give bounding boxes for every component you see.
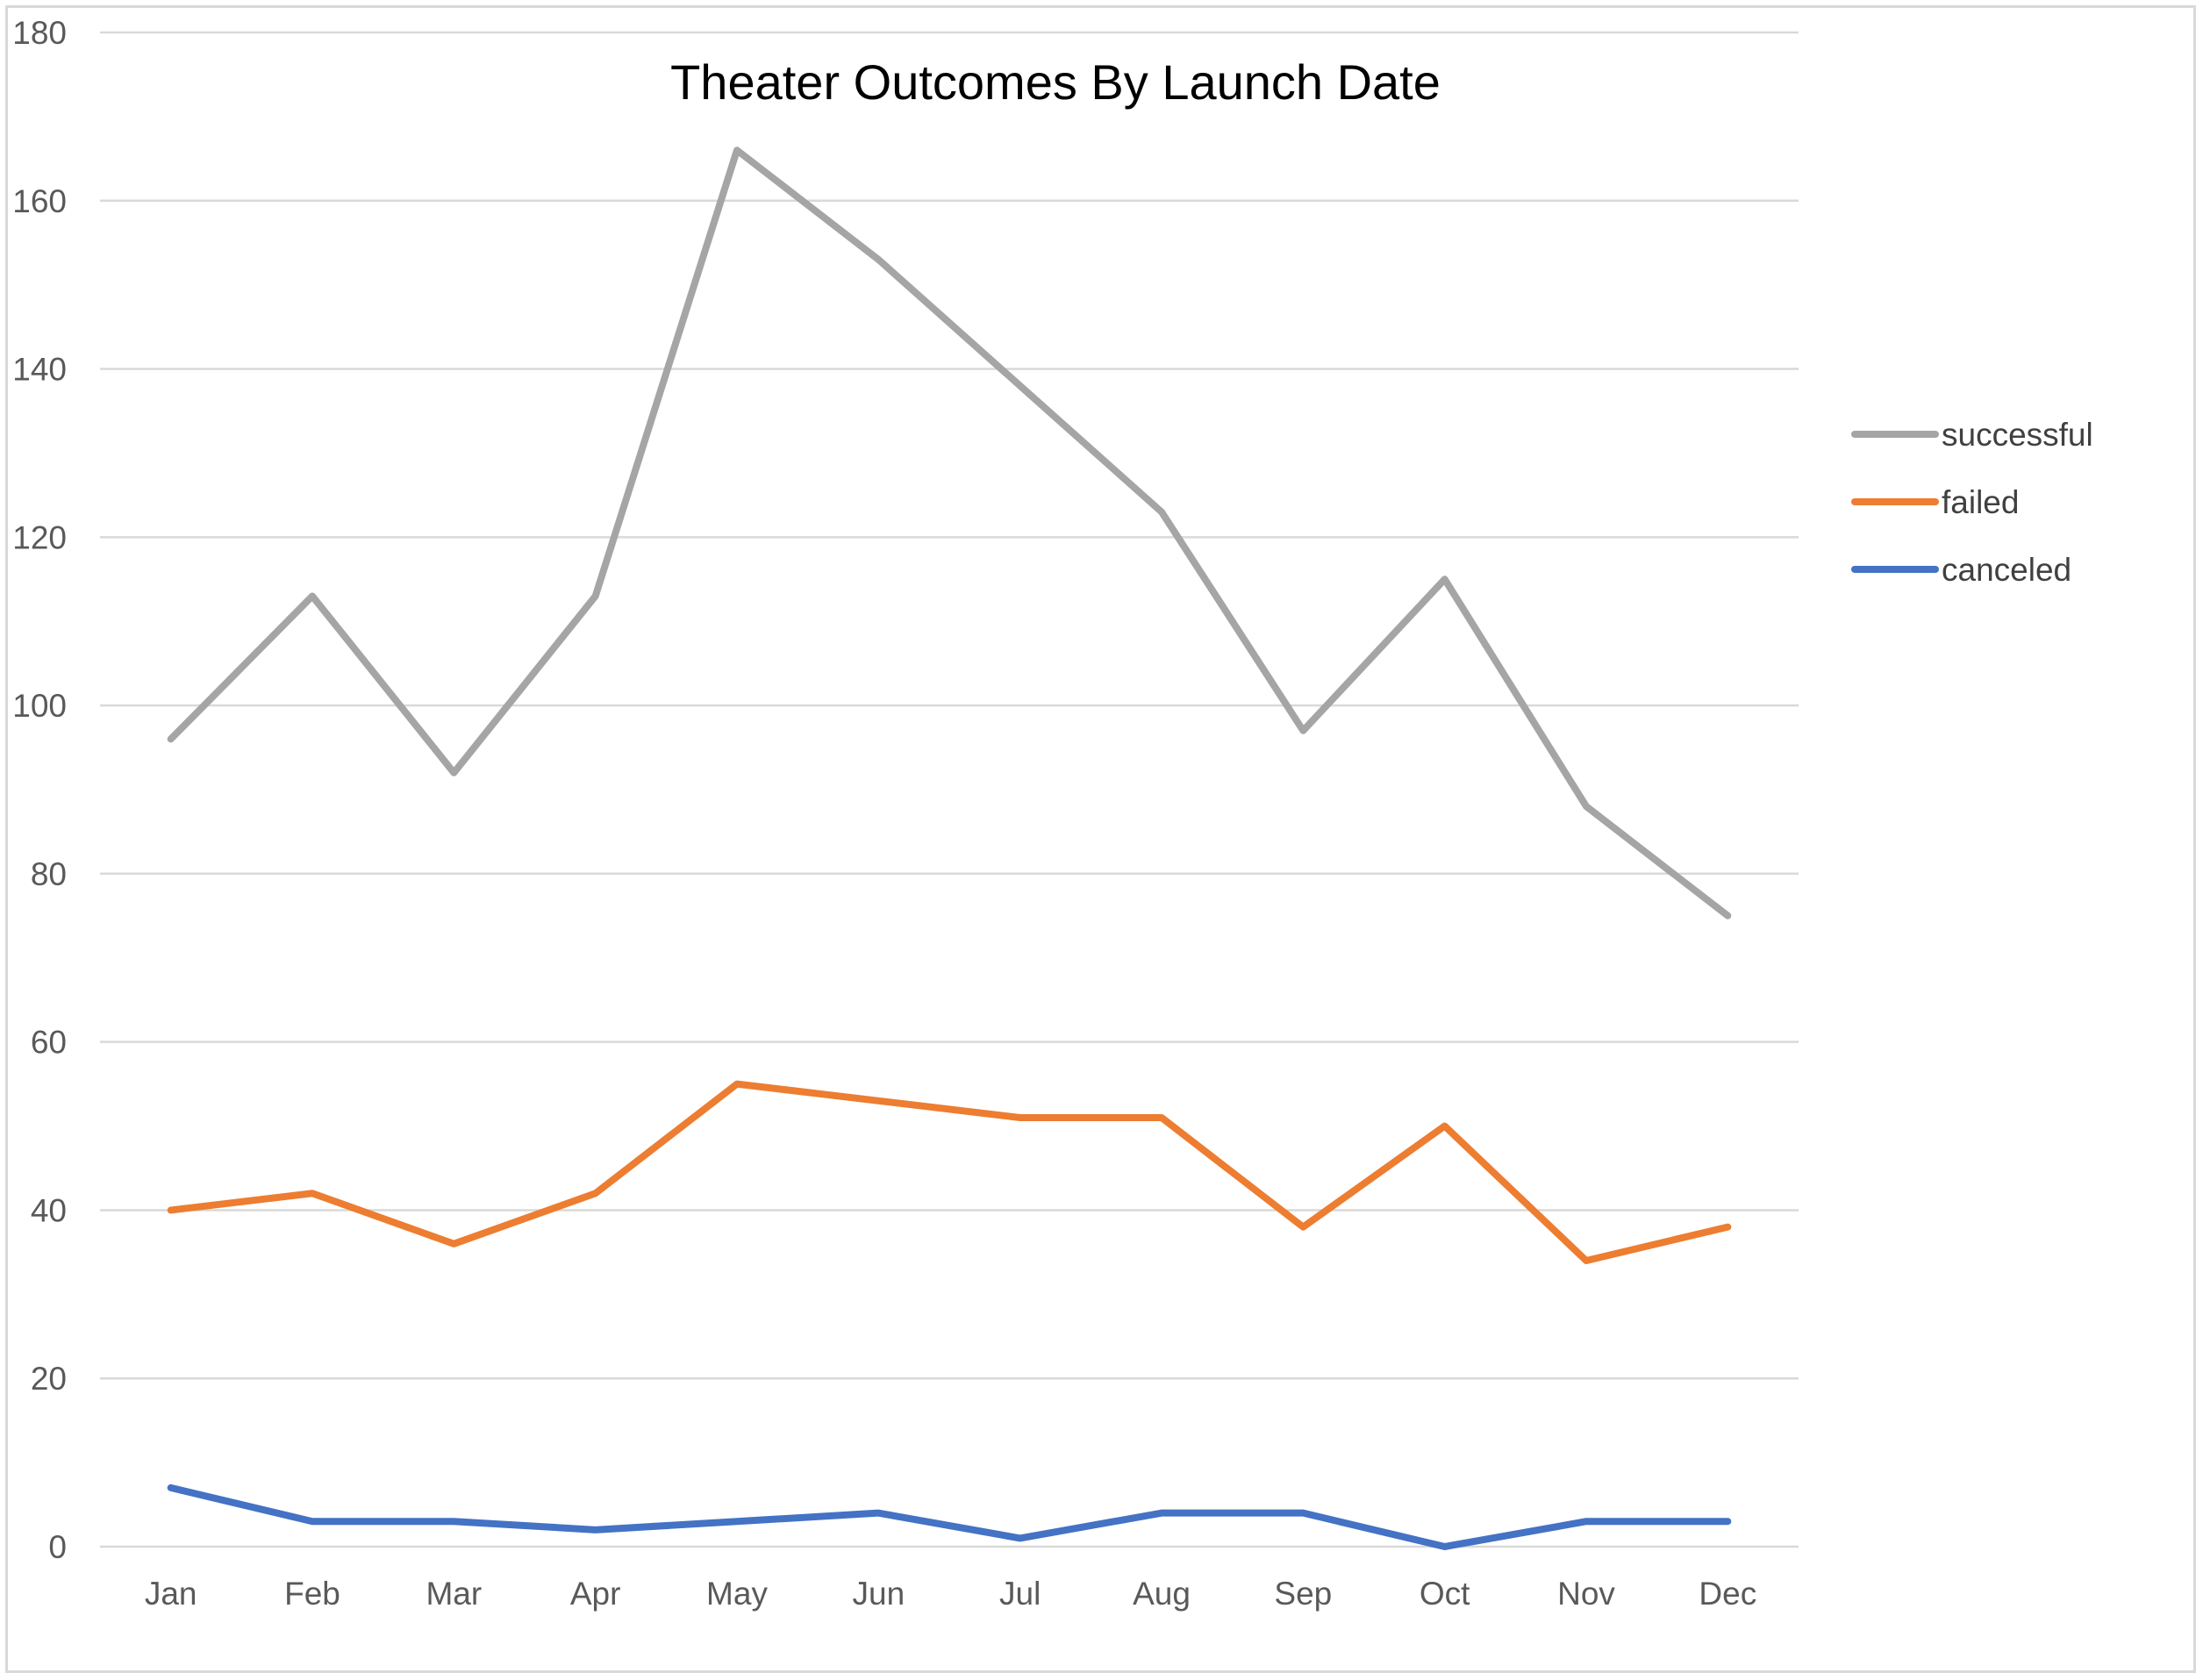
series-failed [167, 1080, 1732, 1264]
legend-label: failed [1942, 484, 2019, 520]
data-point-failed-Jan [170, 1209, 172, 1211]
chart-title: Theater Outcomes By Launch Date [670, 54, 1441, 110]
data-point-canceled-May [736, 1520, 738, 1522]
legend-label: successful [1942, 417, 2093, 453]
data-point-failed-Dec [1727, 1226, 1728, 1228]
y-tick-label: 100 [12, 688, 67, 724]
x-tick-label: May [706, 1576, 768, 1612]
data-point-canceled-Feb [311, 1520, 313, 1522]
legend-item-successful: successful [1851, 417, 2093, 453]
y-tick-label: 120 [12, 519, 67, 555]
data-point-failed-Nov [1585, 1260, 1587, 1262]
data-point-canceled-Jan [170, 1487, 172, 1489]
data-point-canceled-Oct [1444, 1546, 1446, 1548]
data-point-failed-Jun [877, 1100, 879, 1102]
data-point-canceled-Jun [877, 1512, 879, 1514]
data-point-failed-Aug [1161, 1117, 1162, 1119]
series-line-successful [167, 147, 1732, 919]
legend-item-failed: failed [1851, 484, 2019, 520]
data-point-successful-Oct [1444, 578, 1446, 580]
data-point-successful-Apr [595, 595, 597, 597]
x-tick-label: Aug [1133, 1576, 1191, 1612]
gridlines [100, 31, 1799, 1548]
data-point-canceled-Jul [1019, 1537, 1021, 1539]
x-axis-tick-labels: Jan Feb Mar Apr May Jun Jul Aug Sep Oct Nov Dec [145, 1576, 1756, 1612]
y-tick-label: 60 [31, 1025, 67, 1061]
data-point-successful-Nov [1585, 805, 1587, 807]
data-point-successful-Mar [453, 772, 454, 774]
data-point-successful-Jan [170, 738, 172, 740]
chart-frame [5, 5, 2196, 1673]
y-tick-label: 0 [48, 1529, 67, 1565]
y-tick-label: 80 [31, 856, 67, 892]
data-point-successful-Feb [311, 595, 313, 597]
data-point-canceled-Dec [1727, 1520, 1728, 1522]
x-tick-label: Apr [570, 1576, 621, 1612]
data-point-successful-Jul [1019, 385, 1021, 387]
data-point-failed-Feb [311, 1192, 313, 1194]
x-tick-label: Dec [1699, 1576, 1756, 1612]
x-tick-label: Mar [426, 1576, 482, 1612]
data-point-failed-Mar [453, 1243, 454, 1245]
data-point-canceled-Nov [1585, 1520, 1587, 1522]
x-tick-label: Jun [853, 1576, 905, 1612]
data-point-successful-Jun [877, 259, 879, 261]
x-tick-label: Nov [1557, 1576, 1615, 1612]
y-tick-label: 180 [12, 15, 67, 51]
x-tick-label: Sep [1274, 1576, 1332, 1612]
series-lines [167, 147, 1732, 1550]
data-point-canceled-Aug [1161, 1512, 1162, 1514]
legend-item-canceled: canceled [1851, 552, 2071, 588]
data-point-successful-May [736, 149, 738, 151]
y-tick-label: 160 [12, 183, 67, 219]
legend: successful failed canceled [1851, 417, 2093, 588]
data-point-failed-Oct [1444, 1126, 1446, 1127]
legend-label: canceled [1942, 552, 2071, 588]
data-point-successful-Dec [1727, 915, 1728, 917]
data-point-successful-Aug [1161, 511, 1162, 513]
x-tick-label: Oct [1420, 1576, 1470, 1612]
y-tick-label: 20 [31, 1361, 67, 1397]
series-line-failed [167, 1080, 1732, 1264]
data-point-canceled-Sep [1302, 1512, 1304, 1514]
x-tick-label: Feb [284, 1576, 340, 1612]
x-tick-label: Jul [999, 1576, 1041, 1612]
data-point-failed-Apr [595, 1192, 597, 1194]
data-point-failed-Jul [1019, 1117, 1021, 1119]
y-tick-label: 40 [31, 1192, 67, 1228]
data-point-successful-Sep [1302, 730, 1304, 732]
data-point-failed-May [736, 1083, 738, 1085]
y-axis-tick-labels: 0 20 40 60 80 100 120 140 160 180 [12, 15, 67, 1565]
series-canceled [167, 1483, 1732, 1550]
y-tick-label: 140 [12, 352, 67, 388]
series-line-canceled [167, 1483, 1732, 1550]
series-successful [167, 147, 1732, 919]
data-point-canceled-Apr [595, 1529, 597, 1531]
x-tick-label: Jan [145, 1576, 197, 1612]
data-point-failed-Sep [1302, 1226, 1304, 1228]
data-point-canceled-Mar [453, 1520, 454, 1522]
